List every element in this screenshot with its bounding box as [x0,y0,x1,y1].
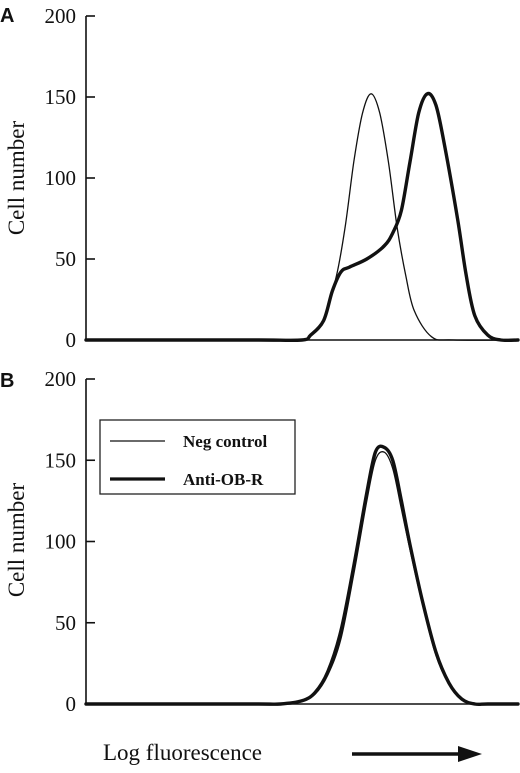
y-tick-label: 200 [45,367,77,391]
panel-b-axes: 0 50 100 150 200 [45,367,518,716]
right-arrow-icon [352,746,482,762]
panel-b-y-axis-title: Cell number [4,482,29,597]
y-tick-label: 50 [55,611,76,635]
panel-b-letter: B [0,370,14,392]
y-tick-label: 0 [66,328,77,352]
y-tick-label: 150 [45,85,77,109]
y-tick-label: 50 [55,247,76,271]
legend-label-anti-ob-r: Anti-OB-R [183,470,264,489]
panel-a-series-group [84,91,520,343]
panel-a-y-axis-title: Cell number [4,120,29,235]
panel-a: A Cell number 0 50 100 150 200 [0,4,520,352]
y-tick-label: 100 [45,166,77,190]
panel-a-axes: 0 50 100 150 200 [45,4,518,352]
panel-b-legend: Neg control Anti-OB-R [99,419,296,495]
panel-a-series-thin-line [85,93,519,342]
panel-b-series-group [84,444,520,707]
legend-label-neg-control: Neg control [183,432,267,451]
panel-a-letter: A [0,5,14,27]
panel-b-series-thick-line [84,444,520,707]
legend-box [99,419,296,495]
x-axis-title: Log fluorescence [103,740,262,765]
panel-a-series-thick-line [84,91,520,343]
panel-b: B Cell number 0 50 100 150 200 Neg control A… [0,367,520,716]
y-tick-label: 150 [45,448,77,472]
y-tick-label: 200 [45,4,77,28]
y-tick-label: 0 [66,692,77,716]
y-tick-label: 100 [45,530,77,554]
